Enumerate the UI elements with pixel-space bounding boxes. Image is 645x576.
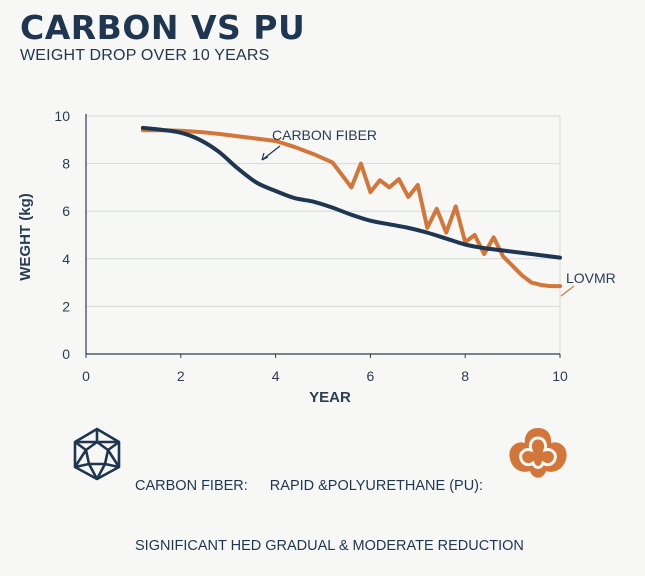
annotation-lovmr-arrow: [561, 286, 574, 296]
y-tick-label-6: 6: [62, 203, 70, 219]
y-tick-label-10: 10: [54, 108, 70, 124]
legend-line-1: CARBON FIBER: RAPID &POLYURETHANE (PU):: [135, 476, 524, 496]
legend-text: CARBON FIBER: RAPID &POLYURETHANE (PU): S…: [135, 436, 524, 576]
legend-pu-label: RAPID &POLYURETHANE (PU):: [270, 478, 483, 494]
y-tick-label-4: 4: [62, 251, 70, 267]
legend-carbon-label: CARBON FIBER:: [135, 478, 248, 494]
y-tick-label-2: 2: [62, 298, 70, 314]
annotation-carbon-arrow: [262, 146, 280, 160]
series-line-carbon-fiber: [143, 128, 560, 258]
y-tick-label-0: 0: [62, 346, 70, 362]
y-tick-label-8: 8: [62, 156, 70, 172]
annotation-lovmr: LOVMR: [566, 270, 616, 286]
x-tick-label-8: 8: [461, 368, 469, 384]
x-tick-label-6: 6: [367, 368, 375, 384]
legend-line-2: SIGNIFICANT HED GRADUAL & MODERATE REDUC…: [135, 536, 524, 556]
x-tick-label-2: 2: [177, 368, 185, 384]
series-line-lovmr: [143, 130, 560, 286]
y-axis-label: WEGHT (kg): [17, 193, 34, 281]
x-tick-label-0: 0: [82, 368, 90, 384]
line-chart: 0 2 4 6 8 10 0 2 4 6 8 10 CARBON FIBER LOVMR YEAR WE…: [0, 0, 645, 420]
annotation-carbon-fiber: CARBON FIBER: [272, 127, 377, 143]
x-tick-label-10: 10: [552, 368, 568, 384]
x-axis-label: YEAR: [309, 389, 351, 406]
x-tick-label-4: 4: [272, 368, 280, 384]
geodesic-polyhedron-icon: [75, 429, 119, 479]
